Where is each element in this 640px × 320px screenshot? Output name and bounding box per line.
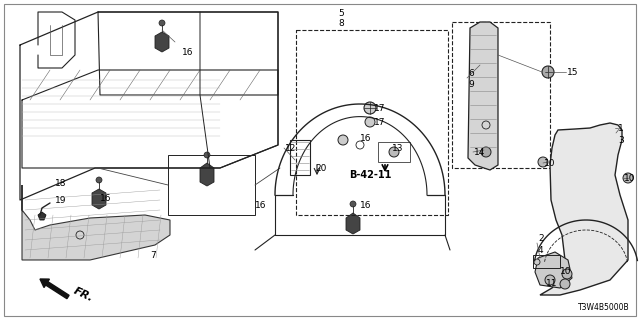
Circle shape [623,173,633,183]
Circle shape [338,135,348,145]
Polygon shape [38,212,46,220]
Bar [452,22,550,168]
Text: 16: 16 [182,47,193,57]
Bar [290,140,310,175]
Bar [296,30,448,215]
Circle shape [534,259,540,265]
Text: 14: 14 [474,148,485,156]
Circle shape [545,275,555,285]
FancyArrow shape [40,279,69,299]
Circle shape [350,201,356,207]
Circle shape [560,279,570,289]
Circle shape [365,117,375,127]
Polygon shape [22,185,170,260]
Polygon shape [92,189,106,209]
Text: 13: 13 [392,143,403,153]
Text: 8: 8 [338,19,344,28]
Circle shape [364,102,376,114]
Text: 11: 11 [546,279,557,289]
Text: 16: 16 [360,133,371,142]
Bar [378,142,410,162]
Polygon shape [535,252,572,288]
Text: 15: 15 [567,68,579,76]
Text: FR.: FR. [72,286,95,304]
Text: 16: 16 [255,201,266,210]
Circle shape [159,20,165,26]
Text: 3: 3 [618,135,624,145]
Text: 1: 1 [618,124,624,132]
Polygon shape [200,163,214,186]
Bar [533,255,560,268]
Circle shape [542,66,554,78]
Text: B-42-11: B-42-11 [349,170,391,180]
Text: 7: 7 [150,251,156,260]
Circle shape [538,157,548,167]
Text: 16: 16 [100,194,111,203]
Text: 9: 9 [468,79,474,89]
Text: 10: 10 [560,268,572,276]
Circle shape [481,147,491,157]
Polygon shape [540,123,628,295]
Text: 17: 17 [374,103,385,113]
Text: 17: 17 [374,117,385,126]
Text: 6: 6 [468,68,474,77]
Text: 16: 16 [360,201,371,210]
Text: 10: 10 [624,173,636,182]
Text: 12: 12 [285,143,296,153]
Circle shape [389,147,399,157]
Circle shape [96,177,102,183]
Text: 2: 2 [538,234,543,243]
Polygon shape [346,213,360,234]
Circle shape [204,152,210,158]
Text: 20: 20 [315,164,326,172]
Bar [168,155,255,215]
Text: 18: 18 [55,179,67,188]
Polygon shape [468,22,498,170]
Text: 19: 19 [55,196,67,204]
Circle shape [562,269,572,279]
Text: T3W4B5000B: T3W4B5000B [579,303,630,312]
Text: 10: 10 [544,158,556,167]
Polygon shape [155,32,169,52]
Text: 5: 5 [338,9,344,18]
Text: 4: 4 [538,245,543,254]
